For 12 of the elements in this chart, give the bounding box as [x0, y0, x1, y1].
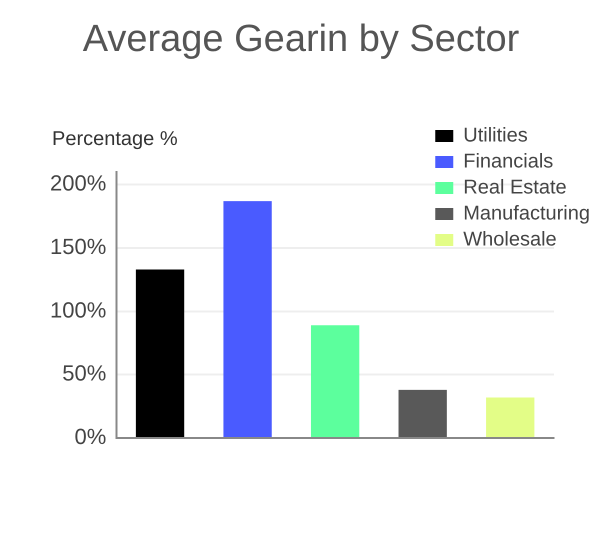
- y-tick-label: 150%: [50, 234, 106, 260]
- legend-label: Wholesale: [463, 228, 557, 251]
- y-axis-title: Percentage %: [52, 128, 178, 151]
- legend-label: Manufacturing: [463, 202, 590, 225]
- y-tick-label: 200%: [50, 170, 106, 196]
- legend-label: Financials: [463, 150, 554, 173]
- y-tick-label: 0%: [74, 424, 106, 450]
- legend-label: Real Estate: [463, 176, 567, 199]
- y-tick-label: 100%: [50, 297, 106, 322]
- chart-title: Average Gearin by Sector: [82, 18, 520, 61]
- y-tick-label: 50%: [62, 360, 106, 386]
- legend-label: Utilities: [463, 124, 528, 147]
